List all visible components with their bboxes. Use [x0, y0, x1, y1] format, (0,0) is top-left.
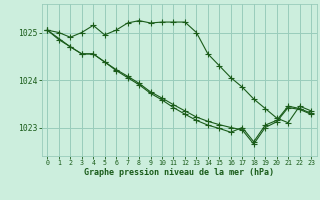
X-axis label: Graphe pression niveau de la mer (hPa): Graphe pression niveau de la mer (hPa) [84, 168, 274, 177]
